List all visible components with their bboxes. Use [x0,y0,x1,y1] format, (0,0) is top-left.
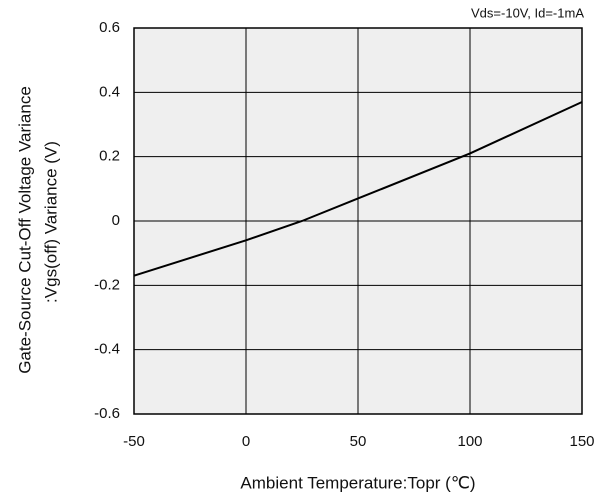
x-tick-label: -50 [123,433,145,450]
x-axis-label: Ambient Temperature:Topr (℃) [240,473,475,492]
data-line [133,101,583,277]
y-axis-label: Gate-Source Cut-Off Voltage Variance [15,86,34,374]
annotation: Vds=-10V, Id=-1mA [471,5,584,20]
y-axis-label: :Vgs(off) Variance (V) [41,141,60,303]
y-tick-label: -0.4 [94,341,120,358]
y-tick-label: 0.4 [99,83,120,100]
y-tick-label: -0.6 [94,405,120,422]
y-tick-label: 0.2 [99,148,120,165]
y-tick-label: -0.2 [94,276,120,293]
x-tick-label: 0 [242,433,250,450]
y-tick-label: 0 [112,212,120,229]
x-tick-label: 50 [350,433,367,450]
x-tick-label: 150 [569,433,594,450]
y-tick-label: 0.6 [99,19,120,36]
x-tick-label: 100 [457,433,482,450]
